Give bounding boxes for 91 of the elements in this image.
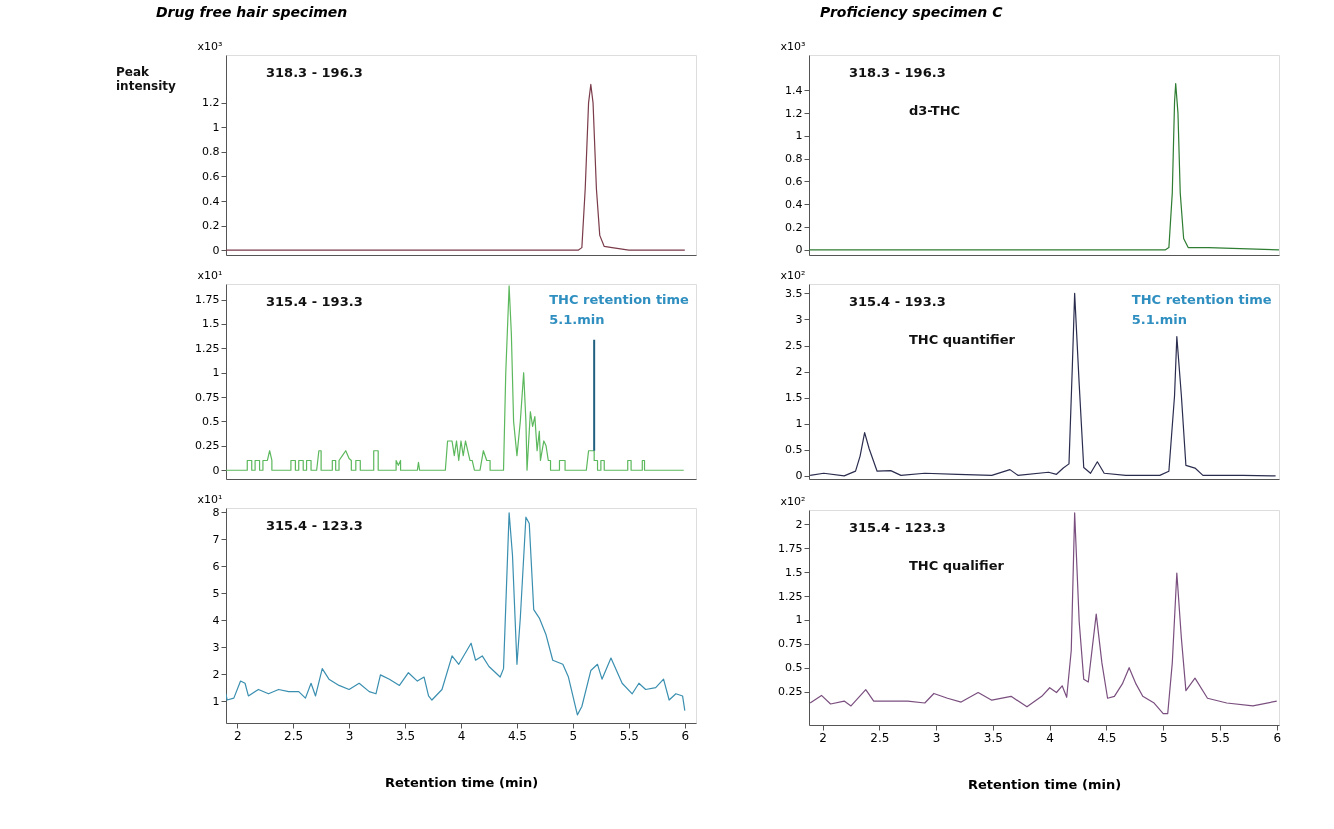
y-tick-label: 1.5 [202, 317, 220, 331]
y-tick-label: 1.25 [195, 341, 220, 355]
x-axis-title: Retention time (min) [384, 774, 539, 790]
y-tick-label: 0.6 [202, 169, 220, 183]
annotation: 318.3 - 196.3 [266, 65, 363, 80]
y-tick-label: 1 [795, 417, 803, 431]
y-tick-label: 0.2 [785, 220, 803, 234]
x-tick-label: 4 [1046, 730, 1054, 745]
y-tick-label: 0.25 [195, 439, 220, 453]
y-tick-label: 0.25 [778, 685, 803, 699]
y-tick-label: 0 [795, 469, 803, 483]
x-tick-label: 5.5 [1210, 730, 1231, 745]
y-tick-label: 1.75 [195, 293, 220, 307]
y-tick-label: 0.5 [202, 414, 220, 428]
x-tick-label: 4.5 [507, 728, 527, 743]
y-tick-label: 0.2 [202, 219, 220, 233]
y-tick-label: 6 [212, 559, 220, 573]
text: Peak intensity [116, 65, 177, 93]
x-tick-label: 4.5 [1097, 730, 1117, 745]
annotation: 315.4 - 123.3 [266, 518, 363, 533]
y-tick-label: 3 [795, 312, 803, 326]
y-tick-label: 2.5 [785, 339, 803, 353]
y-tick-label: 3.5 [785, 286, 803, 300]
y-axis-title: x10¹ [197, 492, 223, 506]
x-tick-label: 3.5 [983, 730, 1003, 745]
y-tick-label: 2 [795, 365, 803, 379]
y-tick-label: 1.25 [778, 589, 803, 603]
x-tick-label: 3 [345, 728, 354, 743]
annotation: d3-THC [909, 103, 961, 118]
y-tick-label: 1.2 [785, 106, 803, 120]
x-tick-label: 5 [569, 728, 578, 743]
annotation: THC quantifier [909, 332, 1016, 347]
y-axis-title: x10² [780, 268, 806, 282]
y-tick-label: 1 [212, 366, 220, 380]
y-tick-label: 0 [212, 463, 220, 477]
y-tick-label: 1.5 [785, 391, 803, 405]
x-tick-label: 5 [1159, 730, 1168, 745]
y-tick-label: 1 [212, 694, 220, 708]
annotation: THC qualifier [909, 558, 1005, 573]
y-tick-label: 0.5 [785, 443, 803, 457]
line-series [809, 512, 1278, 715]
y-tick-label: 0.8 [202, 145, 220, 159]
y-tick-label: 1 [212, 120, 220, 134]
y-tick-label: 8 [212, 505, 220, 519]
y-tick-label: 1.4 [785, 83, 803, 97]
x-tick-label: 2 [233, 728, 242, 743]
y-tick-label: 0.5 [785, 661, 803, 675]
annotation: THC retention time 5.1.min [1131, 291, 1272, 327]
y-tick-label: 1.2 [202, 96, 220, 110]
y-tick-label: 5 [212, 586, 220, 600]
y-tick-label: 0.75 [195, 390, 220, 404]
y-tick-label: 2 [212, 667, 220, 681]
x-tick-label: 6 [681, 728, 690, 743]
annotation: 315.4 - 193.3 [849, 294, 946, 309]
y-axis-title: x10¹ [197, 268, 223, 282]
x-tick-label: 2.5 [870, 730, 890, 745]
y-tick-label: 0 [795, 243, 803, 257]
y-tick-label: 0.8 [785, 152, 803, 166]
y-tick-label: 0.75 [778, 637, 803, 651]
x-tick-label: 5.5 [619, 728, 639, 743]
x-tick-label: 6 [1273, 730, 1282, 745]
annotation: THC retention time 5.1.min [549, 291, 690, 327]
line-series [226, 512, 686, 716]
x-tick-label: 2 [819, 730, 827, 745]
y-tick-label: 0.4 [785, 197, 803, 211]
x-tick-label: 3.5 [396, 728, 416, 743]
y-tick-label: 1 [795, 129, 803, 143]
line-series [809, 82, 1279, 251]
y-tick-label: 1 [795, 613, 803, 627]
y-axis-title: x10³ [197, 39, 223, 53]
annotation: 315.4 - 193.3 [266, 294, 363, 309]
x-axis-title: Retention time (min) [967, 776, 1122, 792]
annotation: 315.4 - 123.3 [849, 520, 946, 535]
x-tick-label: 2.5 [284, 728, 304, 743]
chart-title: Drug free hair specimen [156, 4, 348, 20]
y-tick-label: 2 [795, 517, 803, 531]
y-axis-title: x10³ [780, 39, 806, 53]
y-tick-label: 0.4 [202, 194, 220, 208]
y-axis-title: x10² [780, 494, 806, 508]
y-tick-label: 1.5 [785, 565, 803, 579]
y-tick-label: 7 [212, 532, 220, 546]
y-tick-label: 3 [212, 640, 220, 654]
x-tick-label: 4 [457, 728, 466, 743]
y-tick-label: 4 [212, 613, 220, 627]
line-series [226, 83, 686, 251]
annotation: 318.3 - 196.3 [849, 65, 946, 80]
y-tick-label: 1.75 [778, 541, 803, 555]
chart-title: Proficiency specimen C [820, 4, 1004, 20]
y-tick-label: 0.6 [785, 175, 803, 188]
y-tick-label: 0 [212, 243, 220, 257]
x-tick-label: 3 [932, 730, 941, 745]
